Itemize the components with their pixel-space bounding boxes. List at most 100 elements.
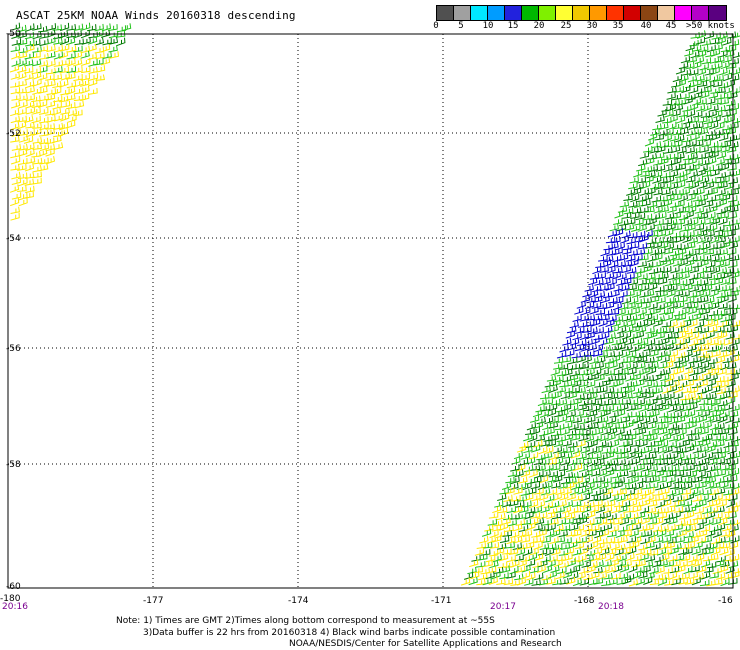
wind-barb [715, 241, 725, 250]
wind-barb [648, 549, 659, 556]
wind-barb [599, 528, 610, 538]
wind-barb [687, 306, 697, 315]
wind-barb [662, 300, 672, 309]
wind-barb [589, 289, 599, 298]
wind-barb [629, 475, 639, 484]
wind-barb [697, 387, 707, 395]
wind-barb [667, 102, 677, 112]
wind-barb [585, 380, 596, 388]
wind-barb [680, 374, 690, 381]
wind-barb [645, 156, 655, 165]
wind-barb [468, 576, 478, 586]
wind-barb [698, 116, 708, 123]
wind-barb [569, 471, 579, 479]
wind-barb [563, 368, 573, 377]
wind-barb [697, 547, 707, 556]
wind-barb [610, 439, 620, 448]
wind-barb [556, 350, 567, 359]
wind-barb [17, 172, 28, 179]
wind-barb [605, 517, 615, 525]
wind-barb [705, 265, 715, 273]
wind-barb [46, 67, 57, 75]
wind-barb [651, 141, 662, 148]
wind-barb [712, 181, 723, 190]
wind-barb [709, 288, 719, 298]
wind-barb [675, 535, 685, 544]
wind-barb [706, 211, 716, 220]
wind-barb [25, 128, 35, 138]
wind-barb [692, 326, 703, 334]
wind-barb [666, 457, 676, 466]
wind-barb [605, 368, 615, 376]
wind-barb [570, 386, 580, 394]
wind-barb [574, 428, 584, 436]
wind-barb [516, 577, 527, 586]
wind-barb [566, 409, 576, 418]
wind-barb [634, 330, 645, 339]
wind-barb [18, 129, 28, 136]
wind-barb [602, 505, 613, 514]
wind-barb [685, 463, 695, 472]
wind-barb [706, 398, 716, 406]
wind-barb [73, 50, 83, 60]
wind-barb [659, 205, 669, 213]
colorbar-tick: 35 [612, 21, 624, 31]
wind-barb [655, 331, 665, 340]
wind-barb [674, 553, 685, 562]
wind-barb [701, 559, 711, 568]
wind-barb [721, 140, 732, 148]
wind-barb [38, 65, 48, 74]
wind-barb [615, 464, 625, 472]
wind-barb [625, 337, 635, 346]
wind-barb [587, 529, 597, 537]
wind-barb [37, 99, 48, 108]
wind-barb [672, 476, 683, 484]
wind-barb [689, 265, 700, 274]
wind-barb [694, 506, 704, 515]
wind-barb [648, 416, 658, 425]
wind-barb [552, 543, 563, 551]
wind-barb [662, 481, 672, 489]
wind-barb [665, 175, 675, 184]
wind-barb [712, 331, 723, 340]
wind-barb [686, 524, 697, 533]
wind-barb [581, 428, 591, 436]
wind-barb [693, 361, 703, 370]
wind-barb [570, 565, 581, 573]
wind-barb [675, 66, 686, 75]
wind-barb [481, 528, 492, 537]
wind-barb [576, 354, 586, 363]
wind-barb [624, 420, 634, 429]
wind-barb [660, 355, 670, 364]
wind-barb [605, 536, 616, 544]
wind-barb [618, 440, 629, 448]
wind-barb [706, 464, 716, 473]
wind-barb [600, 361, 610, 371]
wind-barb [631, 373, 641, 381]
wind-barb [65, 37, 76, 46]
colorbar-swatch [709, 6, 726, 20]
wind-barb [675, 199, 685, 208]
wind-barb [692, 211, 703, 219]
wind-barb [642, 213, 653, 221]
wind-barb [703, 367, 713, 376]
wind-barb [710, 235, 720, 244]
wind-barb [563, 432, 574, 441]
wind-barb [598, 318, 608, 327]
wind-barb [604, 386, 615, 394]
wind-barb [644, 289, 655, 297]
wind-barb [673, 523, 683, 531]
wind-barb [644, 277, 654, 285]
wind-barb [591, 517, 602, 526]
wind-barb [688, 121, 698, 130]
wind-barb [505, 476, 515, 484]
wind-barb [678, 258, 688, 267]
wind-barb [678, 61, 689, 70]
wind-barb [560, 427, 570, 436]
wind-barb [659, 272, 669, 280]
wind-barb [645, 206, 655, 213]
wind-barb [721, 541, 731, 549]
wind-barb [525, 456, 536, 465]
wind-barb [661, 367, 671, 376]
